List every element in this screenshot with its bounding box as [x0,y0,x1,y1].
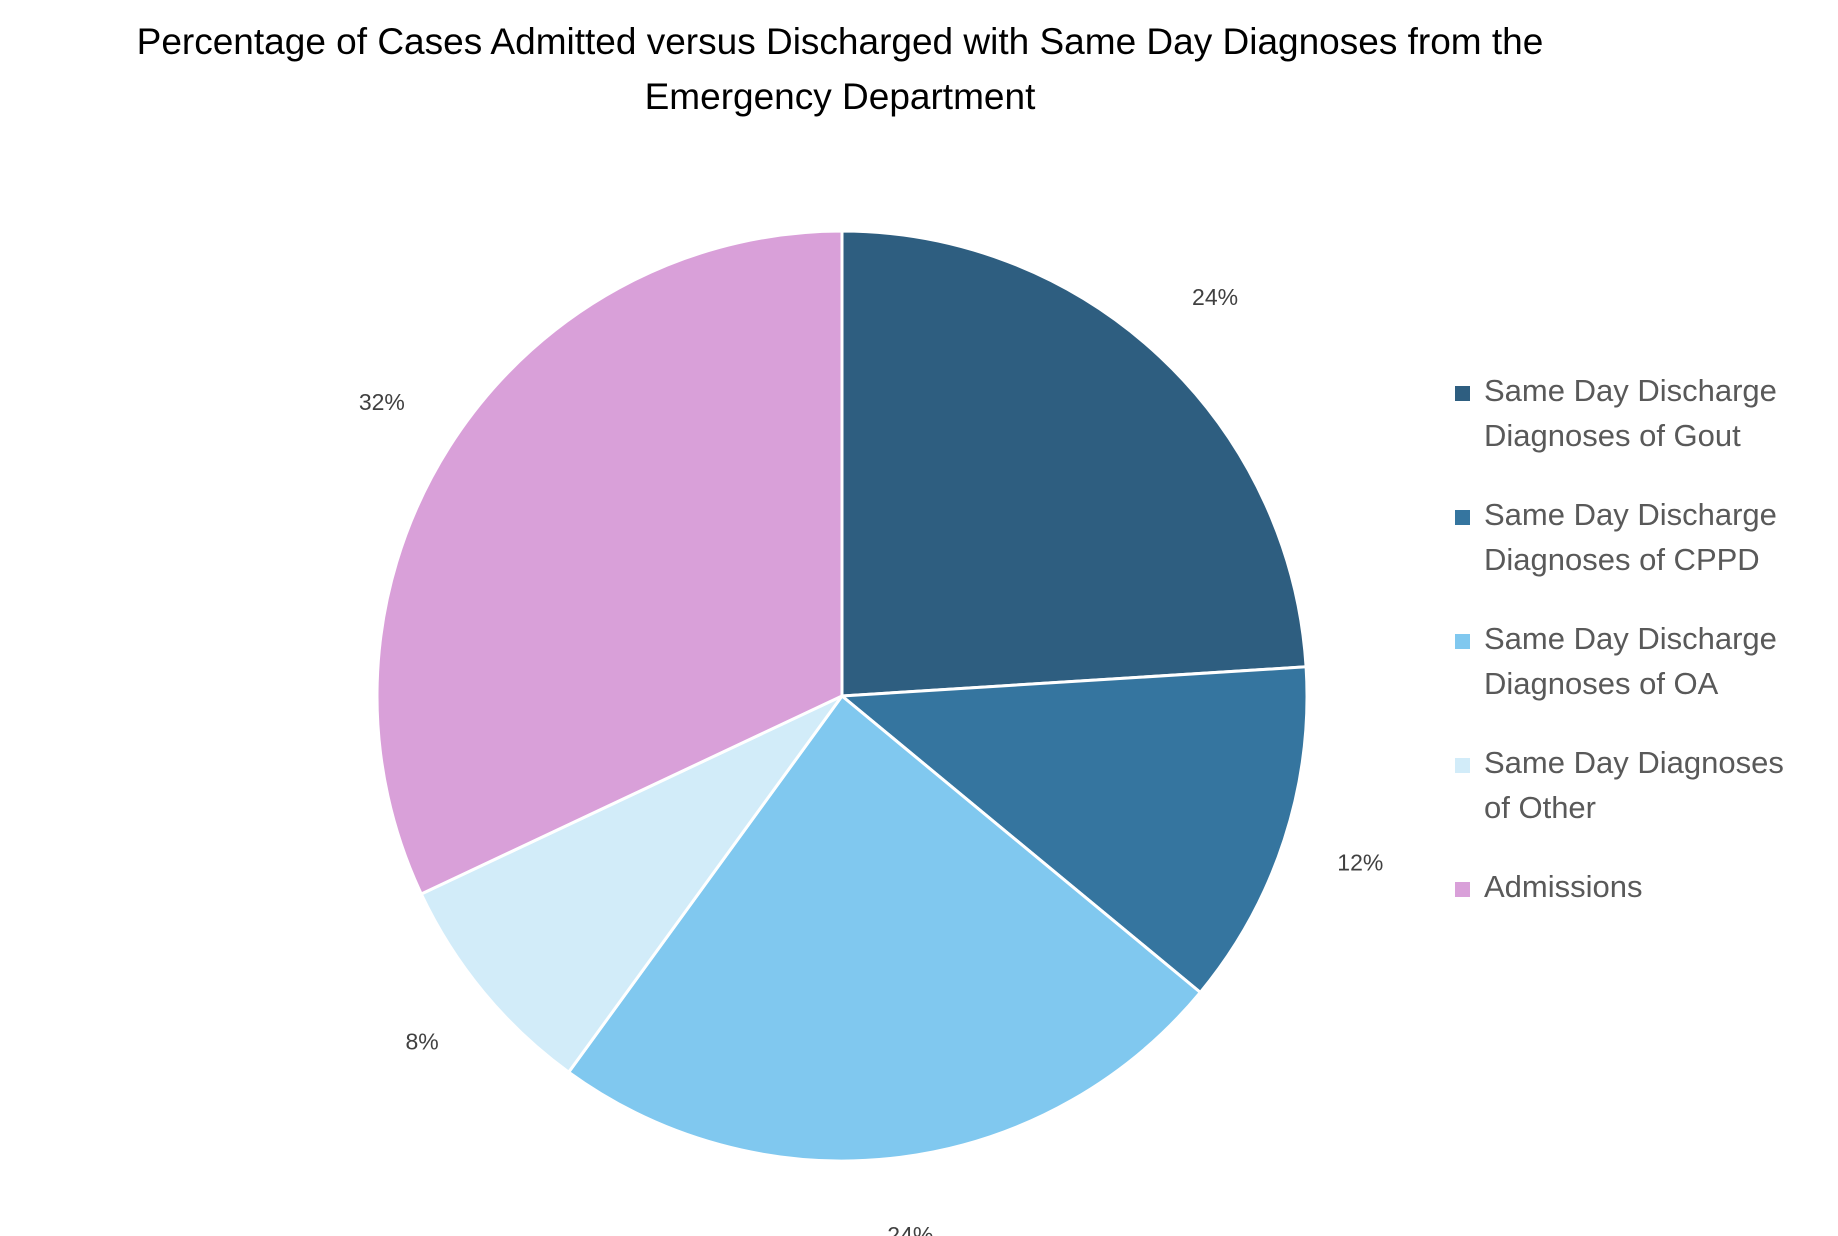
legend-label-other-line-1: Same Day Diagnoses [1484,745,1784,780]
legend-label-other-line-2: of Other [1484,790,1596,825]
legend-label-gout-line-1: Same Day Discharge [1484,373,1777,408]
legend-label-cppd-line-1: Same Day Discharge [1484,497,1777,532]
legend-item-oa[interactable]: Same Day Discharge Diagnoses of OA [1455,616,1835,706]
chart-title: Percentage of Cases Admitted versus Disc… [0,14,1680,124]
legend: Same Day Discharge Diagnoses of Gout Sam… [1455,368,1835,943]
legend-label-oa-line-1: Same Day Discharge [1484,621,1777,656]
legend-item-other[interactable]: Same Day Diagnoses of Other [1455,740,1835,830]
chart-title-line-2: Emergency Department [644,76,1036,117]
legend-swatch-admissions [1455,882,1470,897]
data-label-gout: 24% [1192,284,1238,310]
data-label-oa: 24% [887,1222,933,1236]
data-label-cppd: 12% [1337,849,1383,875]
pie-slice-admissions[interactable] [375,229,844,896]
legend-item-cppd[interactable]: Same Day Discharge Diagnoses of CPPD [1455,492,1835,582]
legend-item-admissions[interactable]: Admissions [1455,864,1835,909]
data-label-admissions: 32% [359,389,405,415]
legend-swatch-cppd [1455,510,1470,525]
legend-label-cppd-line-2: Diagnoses of CPPD [1484,542,1760,577]
data-label-other: 8% [405,1028,438,1054]
pie-data-labels: 24% 12% 24% 8% 32% [359,284,1384,1236]
legend-item-gout[interactable]: Same Day Discharge Diagnoses of Gout [1455,368,1835,458]
pie-slice-cppd[interactable] [838,665,1309,995]
legend-swatch-gout [1455,386,1470,401]
legend-swatch-other [1455,758,1470,773]
pie-slice-oa[interactable] [566,693,1203,1163]
legend-label-oa-line-2: Diagnoses of OA [1484,666,1719,701]
chart-title-line-1: Percentage of Cases Admitted versus Disc… [136,21,1544,62]
legend-label-admissions: Admissions [1484,869,1643,904]
pie-slice-gout[interactable] [840,229,1308,698]
legend-swatch-oa [1455,634,1470,649]
pie-slice-other[interactable] [419,694,844,1075]
pie-slices [375,229,1309,1163]
legend-label-gout-line-2: Diagnoses of Gout [1484,418,1741,453]
